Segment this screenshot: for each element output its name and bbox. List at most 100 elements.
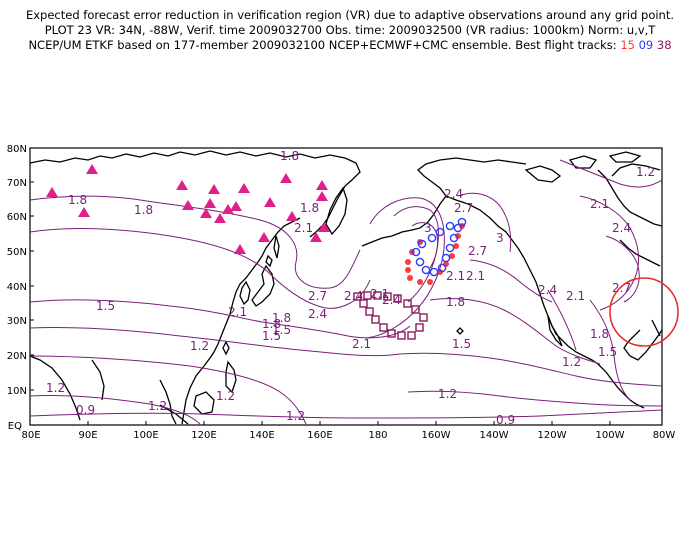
track-38-point	[359, 299, 368, 308]
contour-label: 2.7	[454, 201, 473, 215]
contour-label: 1.8	[446, 295, 465, 309]
lat-label: 50N	[7, 247, 27, 258]
title-line-3: NCEP/UM ETKF based on 177-member 2009032…	[0, 38, 700, 53]
track-09-point	[441, 253, 451, 263]
title-line-1: Expected forecast error reduction in ver…	[25, 8, 675, 22]
contour-labels: 1.8 1.8 1.8 1.8 2.1 2.4 2.7 3 2.7 2.1 2.…	[46, 149, 655, 427]
contour-label: 0.9	[76, 403, 95, 417]
track-09-point	[449, 233, 459, 243]
obs-triangle	[204, 198, 216, 208]
longitude-labels: 80E 90E 100E 120E 140E 160E 180 160W 140…	[21, 430, 675, 441]
lon-label: 140W	[480, 430, 509, 441]
contour-label: 0.9	[496, 413, 515, 427]
track-09-point	[415, 257, 425, 267]
contour-label: 1.8	[280, 149, 299, 163]
lat-label: 20N	[7, 351, 27, 362]
contour-label: 2.1	[446, 269, 465, 283]
obs-triangle	[286, 211, 298, 221]
contour-label: 1.2	[148, 399, 167, 413]
lon-label: 180	[368, 430, 387, 441]
lon-label: 90E	[78, 430, 97, 441]
contour-label: 1.2	[286, 409, 305, 423]
track-09-point	[445, 221, 455, 231]
contour-label: 1.5	[598, 345, 617, 359]
obs-triangle	[222, 204, 234, 214]
lon-label: 80W	[653, 430, 676, 441]
lon-label: 160E	[307, 430, 332, 441]
track-38-point	[365, 307, 374, 316]
contour-label: 1.2	[562, 355, 581, 369]
lat-label: 10N	[7, 386, 27, 397]
contour-label: 3	[496, 231, 504, 245]
obs-triangle	[234, 244, 246, 254]
contour-label: 1.8	[134, 203, 153, 217]
obs-triangle	[46, 187, 58, 197]
track-15-point	[449, 253, 455, 259]
contour-label: 1.8	[68, 193, 87, 207]
track-15-point	[437, 269, 443, 275]
contour-label: 2.1	[228, 305, 247, 319]
obs-triangle	[230, 201, 242, 211]
contour-label: 2.1	[466, 269, 485, 283]
observation-triangles	[46, 164, 330, 254]
obs-triangle	[86, 164, 98, 174]
contour-label: 2.4	[612, 221, 631, 235]
contour-label: 1.2	[46, 381, 65, 395]
contour-label: 1.2	[190, 339, 209, 353]
obs-triangle	[182, 200, 194, 210]
track-38-point	[419, 313, 428, 322]
contour-label: 2.4	[444, 187, 463, 201]
track-09-point	[411, 247, 421, 257]
contour-label: 2.4	[308, 307, 327, 321]
lat-label: 30N	[7, 316, 27, 327]
lat-label: EQ	[8, 421, 22, 432]
contour-label: 1.8	[300, 201, 319, 215]
track-15-point	[417, 279, 423, 285]
lat-label: 80N	[7, 144, 27, 155]
track-38-label: 38	[656, 38, 672, 52]
verification-region-circle	[609, 277, 679, 347]
contour-lines	[30, 159, 662, 425]
track-38-point	[363, 291, 372, 300]
contour-label: 1.5	[272, 323, 291, 337]
track-38-point	[407, 331, 416, 340]
contour-label: 3	[424, 221, 432, 235]
contour-label: 2.1	[352, 337, 371, 351]
obs-triangle	[316, 191, 328, 201]
contour-label: 1.5	[262, 329, 281, 343]
track-38-point	[371, 315, 380, 324]
track-09-point	[437, 263, 447, 273]
contour-label: 1.5	[452, 337, 471, 351]
title-line-3-text: NCEP/UM ETKF based on 177-member 2009032…	[28, 38, 617, 52]
latitude-labels: 80N 70N 60N 50N 40N 30N 20N 10N EQ	[7, 144, 27, 432]
track-38-point	[383, 292, 392, 301]
contour-label: 2.4	[538, 283, 557, 297]
track-09-point	[445, 243, 455, 253]
obs-triangle	[238, 183, 250, 193]
contour-label: 1.2	[636, 165, 655, 179]
obs-triangle	[176, 180, 188, 190]
lon-label: 120W	[538, 430, 567, 441]
obs-triangle	[200, 208, 212, 218]
obs-triangle	[280, 173, 292, 183]
lat-label: 40N	[7, 282, 27, 293]
obs-triangle	[258, 232, 270, 242]
obs-triangle	[208, 184, 220, 194]
track-15-point	[453, 243, 459, 249]
track-15-point	[407, 275, 413, 281]
track-09-point	[417, 239, 427, 249]
contour-label: 1.2	[216, 389, 235, 403]
map-header: Expected forecast error reduction in ver…	[0, 8, 700, 53]
contour-label: 1.2	[438, 387, 457, 401]
lon-label: 100E	[133, 430, 158, 441]
track-15-point	[405, 259, 411, 265]
contour-label: 2.7	[612, 281, 631, 295]
track-38-point	[353, 292, 362, 301]
track-09-point	[429, 267, 439, 277]
lat-label: 60N	[7, 212, 27, 223]
track-09-point	[457, 217, 467, 227]
lon-label: 80E	[21, 430, 40, 441]
lon-label: 160W	[422, 430, 451, 441]
track-09-point	[421, 265, 431, 275]
track-38-point	[393, 294, 402, 303]
